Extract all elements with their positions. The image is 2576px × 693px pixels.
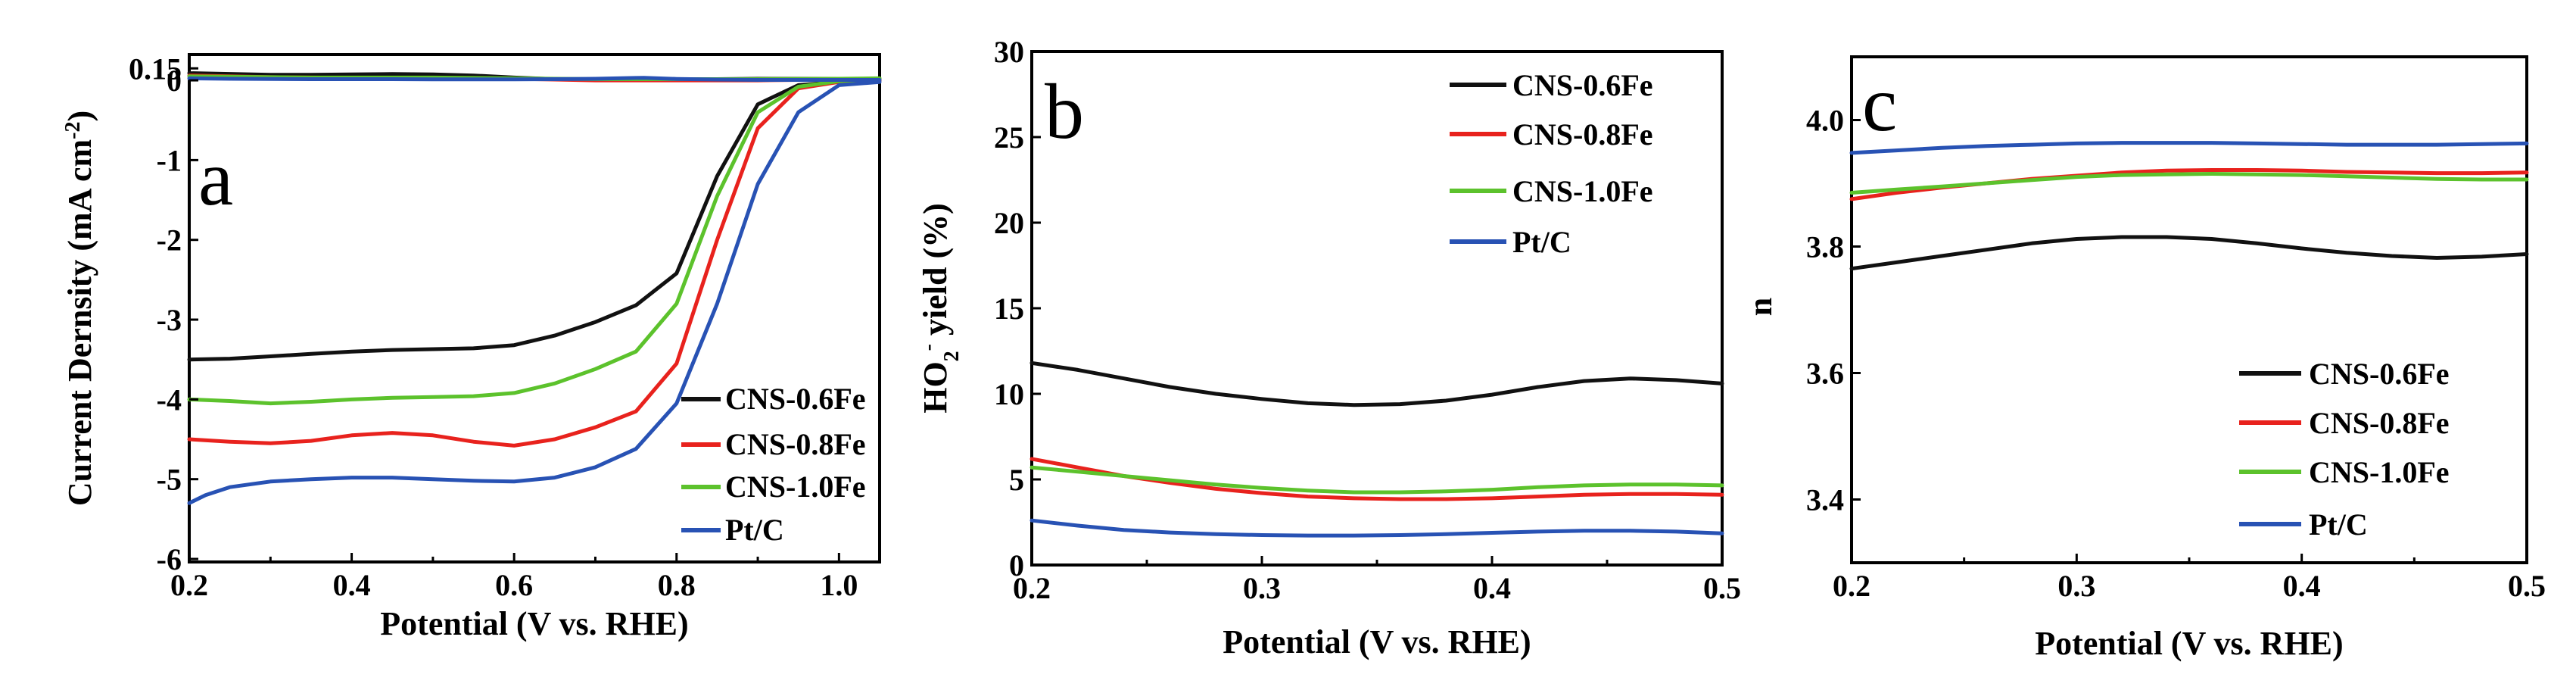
panel-b-ytick-label: 0 (1009, 548, 1024, 582)
panel-a-xtick-label: 1.0 (820, 568, 858, 602)
legend-c-label-0: CNS-0.6Fe (2309, 357, 2450, 391)
panel-b: 0.2 0.3 0.4 0.5 0 5 10 15 20 25 30 b Potential (V … (917, 35, 1742, 660)
panel-a-legend: CNS-0.6Fe CNS-0.8Fe CNS-1.0Fe Pt/C (681, 382, 866, 547)
panel-a-ytick-label: -6 (157, 542, 182, 576)
legend-b-label-0: CNS-0.6Fe (1512, 68, 1653, 102)
panel-c-xtick-label: 0.3 (2057, 569, 2095, 603)
panel-a-frame (188, 53, 881, 563)
panel-b-ylabel-sub: 2 (940, 351, 964, 361)
panel-c-series-cns-0-6fe (1849, 235, 2529, 271)
legend-b-label-3: Pt/C (1512, 225, 1571, 259)
panel-b-xtick-label: 0.4 (1473, 571, 1511, 605)
panel-c: 0.2 0.3 0.4 0.5 3.4 3.6 3.8 4.0 c Potential (V … (1742, 55, 2546, 662)
panel-b-series-cns-1-0fe (1029, 465, 1724, 495)
panel-a-series-cns-0-8fe (187, 78, 882, 448)
panel-c-ytick-label: 4.0 (1806, 104, 1844, 138)
panel-c-ytick-label: 3.4 (1806, 483, 1844, 517)
panel-a-series (187, 71, 882, 505)
panel-a-letter: a (198, 135, 233, 222)
panel-a-ytick-label: -2 (157, 223, 182, 258)
panel-c-ytick-label: 3.6 (1806, 357, 1844, 391)
panel-b-xtick-label: 0.5 (1703, 571, 1741, 605)
panel-a-ylabel: Current Dernsity (mA cm-2) (61, 111, 99, 506)
panel-c-series-cns-1-0fe (1849, 172, 2529, 195)
panel-b-ytick-label: 30 (994, 35, 1024, 69)
legend-a-label-1: CNS-0.8Fe (725, 427, 866, 461)
panel-a-ytick-label: -5 (157, 463, 182, 497)
panel-c-xtick-label: 0.4 (2283, 569, 2321, 603)
panel-b-series (1029, 361, 1724, 538)
panel-a-xlabel: Potential (V vs. RHE) (380, 605, 688, 642)
panel-a-ytick-label: 0.15 (129, 52, 182, 86)
panel-b-xtick-label: 0.3 (1243, 571, 1281, 605)
panel-c-ticks: 0.2 0.3 0.4 0.5 3.4 3.6 3.8 4.0 (1806, 104, 2546, 604)
panel-b-ylabel-b: yield (%) (917, 203, 954, 344)
legend-a-label-3: Pt/C (725, 513, 784, 547)
panel-b-ticks: 0.2 0.3 0.4 0.5 0 5 10 15 20 25 30 (994, 35, 1741, 605)
panel-b-xlabel: Potential (V vs. RHE) (1223, 623, 1531, 660)
legend-c-label-1: CNS-0.8Fe (2309, 406, 2450, 440)
panel-b-ylabel-sup: - (917, 344, 940, 351)
legend-c-label-3: Pt/C (2309, 507, 2368, 542)
panel-a-series-pt-c (187, 80, 882, 505)
panel-b-series-pt-c (1029, 518, 1724, 538)
panel-a-ytick-label: -4 (157, 382, 182, 417)
panel-b-letter: b (1045, 68, 1084, 155)
panel-a-ylabel-sup: -2 (61, 122, 85, 139)
panel-c-xtick-label: 0.5 (2508, 569, 2546, 603)
legend-b-label-2: CNS-1.0Fe (1512, 174, 1653, 208)
legend-c-label-2: CNS-1.0Fe (2309, 455, 2450, 489)
panel-a-xtick-label: 0.6 (495, 568, 533, 602)
panel-a-ytick-label: 0 (167, 64, 182, 98)
panel-b-legend: CNS-0.6Fe CNS-0.8Fe CNS-1.0Fe Pt/C (1450, 68, 1653, 259)
panel-c-series-pt-c (1849, 141, 2529, 155)
legend-b-label-1: CNS-0.8Fe (1512, 117, 1653, 151)
panel-a-xtick-label: 0.2 (170, 568, 208, 602)
panel-a-ytick-label: -3 (157, 303, 182, 337)
panel-a-ticks: 0.2 0.4 0.6 0.8 1.0 0.150 -1 -2 -3 -4 -5 -6 (129, 52, 858, 602)
legend-a-label-2: CNS-1.0Fe (725, 470, 866, 504)
panel-a-xtick-label: 0.4 (333, 568, 371, 602)
panel-b-ylabel: HO2- yield (%) (917, 203, 964, 414)
panel-c-letter: c (1862, 61, 1897, 148)
panel-a-series-pt-c-anodic (187, 76, 882, 82)
panel-b-ylabel-a: HO (917, 361, 954, 413)
panel-c-xtick-label: 0.2 (1833, 569, 1870, 603)
panel-a-ytick-label: -1 (157, 143, 182, 177)
panel-a: 0.2 0.4 0.6 0.8 1.0 0.150 -1 -2 -3 -4 -5 -6 a Poten… (61, 52, 882, 642)
panel-b-series-cns-0-6fe (1029, 361, 1724, 407)
panel-c-ylabel: n (1742, 298, 1779, 316)
panel-b-ytick-label: 10 (994, 377, 1024, 411)
panel-b-xtick-label: 0.2 (1013, 571, 1051, 605)
legend-a-label-0: CNS-0.6Fe (725, 382, 866, 416)
panel-b-ytick-label: 15 (994, 292, 1024, 326)
panel-b-ytick-label: 5 (1009, 463, 1024, 497)
panel-c-ytick-label: 3.8 (1806, 230, 1844, 264)
panel-b-ytick-label: 25 (994, 120, 1024, 155)
panel-c-series (1849, 141, 2529, 271)
panel-a-ylabel-main: Current Dernsity (mA cm (61, 139, 98, 506)
panel-c-legend: CNS-0.6Fe CNS-0.8Fe CNS-1.0Fe Pt/C (2239, 357, 2450, 542)
panel-c-xlabel: Potential (V vs. RHE) (2035, 625, 2343, 662)
panel-a-series-cns-1-0fe (187, 76, 882, 406)
panel-b-ytick-label: 20 (994, 206, 1024, 240)
panel-a-ylabel-end: ) (61, 111, 98, 122)
panel-a-series-cns-0-6fe (187, 78, 882, 362)
panel-a-xtick-label: 0.8 (658, 568, 696, 602)
